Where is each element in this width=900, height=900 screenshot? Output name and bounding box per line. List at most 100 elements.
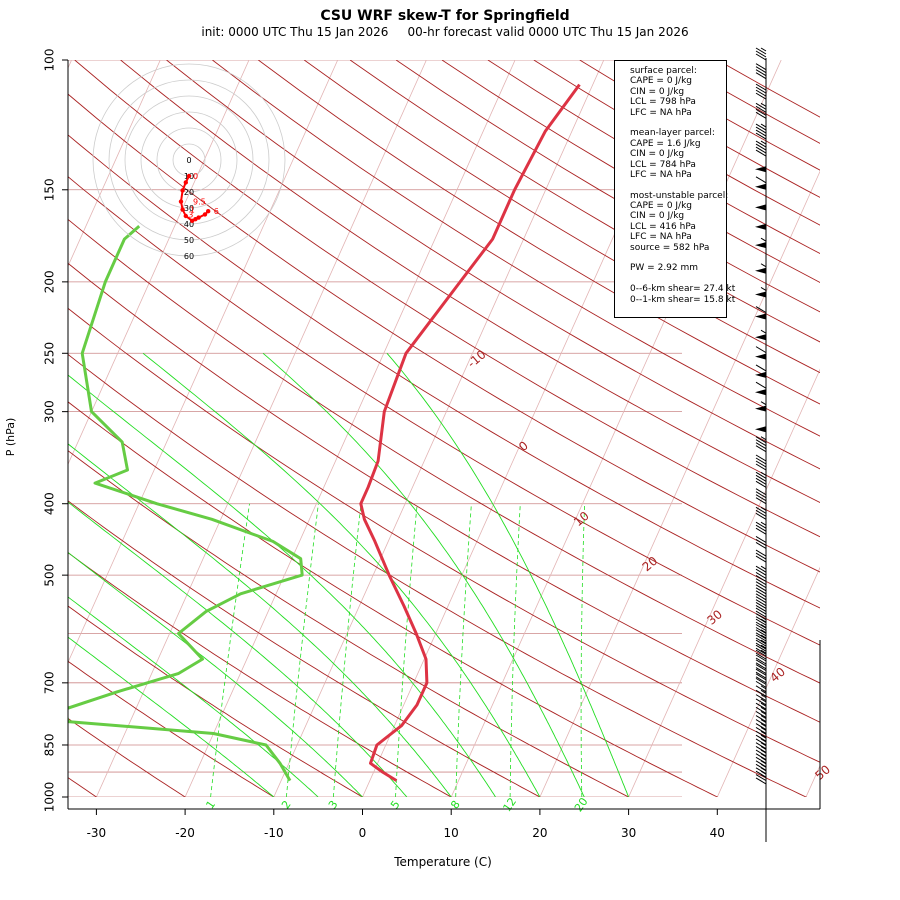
wind-barb-full	[755, 565, 767, 573]
wind-barb-full	[755, 460, 767, 468]
hodograph-trace-label: 6	[214, 207, 219, 216]
wind-barb	[755, 749, 767, 757]
wind-barb-half	[760, 102, 767, 107]
wind-barb-half	[760, 140, 767, 145]
wind-barb	[755, 601, 767, 612]
y-tick-label: 850	[43, 734, 57, 757]
wind-barb-full	[755, 471, 767, 479]
wind-barb	[755, 711, 767, 718]
dry-adiabat	[68, 176, 820, 646]
wind-barb	[755, 730, 767, 738]
isotherm-line	[184, 60, 516, 797]
hodograph-point	[202, 212, 208, 217]
hodograph-trace-label: 3	[188, 210, 193, 219]
dry-adiabat	[68, 500, 541, 797]
wind-barb-full	[755, 552, 767, 560]
hodograph-ring-label: 0	[186, 156, 191, 165]
isotherm-line	[628, 368, 820, 797]
wind-barb	[755, 176, 767, 190]
wind-barb-full	[755, 542, 767, 549]
wind-barb-full	[755, 83, 767, 91]
dry-adiabat	[68, 93, 820, 573]
wind-barb	[755, 565, 767, 576]
wind-barb	[755, 618, 767, 629]
wind-barb	[755, 521, 767, 535]
wind-barb	[755, 689, 767, 697]
wind-barb	[755, 715, 767, 722]
mixing-ratio-line	[286, 503, 319, 797]
wind-barb-full	[755, 50, 767, 58]
wind-barb	[755, 346, 767, 360]
x-tick-label: 40	[710, 826, 725, 840]
hodograph: 010203040506001369.5	[92, 63, 286, 261]
wind-barb	[755, 506, 767, 520]
wind-barb	[755, 237, 767, 249]
mixing-ratio-line	[333, 503, 362, 797]
y-tick-label: 700	[43, 671, 57, 694]
wind-barb-full	[755, 454, 767, 462]
wind-barb-full	[755, 575, 767, 582]
wind-barb-half	[760, 237, 767, 242]
wind-barb-half	[760, 727, 767, 731]
x-tick-label: -20	[175, 826, 195, 840]
mixing-ratio-line	[395, 503, 418, 797]
wind-barb-half	[760, 639, 767, 644]
wind-barb	[755, 702, 767, 710]
moist-adiabat	[68, 443, 452, 797]
wind-barb-full	[755, 126, 767, 134]
wind-barb-full	[755, 439, 767, 447]
dry-adiabat	[68, 262, 820, 723]
wind-barb-full	[755, 652, 767, 660]
wind-barb	[755, 381, 767, 396]
wind-barb-full	[755, 457, 767, 465]
x-axis-label: Temperature (C)	[393, 855, 492, 869]
moist-adiabat	[68, 596, 319, 797]
wind-barb-half	[760, 565, 767, 570]
wind-barb	[755, 634, 767, 645]
dry-adiabat	[166, 60, 820, 470]
wind-barb-full	[755, 86, 767, 94]
wind-barb-full	[755, 621, 767, 629]
wind-barb-full	[755, 509, 767, 517]
wind-barb-pennant	[755, 405, 766, 412]
mixing-ratio-line	[455, 503, 472, 797]
wind-barb	[755, 753, 767, 761]
wind-barb-full	[755, 601, 767, 609]
wind-barb-full	[755, 123, 767, 131]
wind-barb-full	[755, 102, 767, 110]
isotherm-line	[539, 170, 820, 797]
wind-barb	[755, 659, 767, 670]
dry-adiabat	[68, 552, 453, 797]
wind-barb-half	[760, 521, 767, 526]
wind-barb-full	[755, 756, 767, 764]
wind-barbs	[755, 47, 767, 842]
wind-barb-full	[755, 506, 767, 514]
hodograph-ring	[124, 95, 254, 225]
wind-barb	[755, 664, 767, 674]
hodograph-point	[180, 188, 185, 193]
wind-barb-full	[755, 146, 767, 154]
dry-adiabat	[258, 60, 820, 405]
wind-barb	[755, 694, 767, 702]
wind-barb-full	[755, 47, 767, 55]
stats-line: CIN = 0 J/kg	[630, 86, 685, 97]
wind-barb-full	[755, 738, 767, 746]
stats-line	[630, 274, 726, 284]
wind-barb-pennant	[755, 242, 766, 249]
x-tick-label: 20	[532, 826, 547, 840]
wind-barb	[755, 140, 767, 157]
dry-adiabat	[68, 218, 820, 684]
hodograph-ring	[156, 127, 222, 193]
wind-barb	[755, 745, 767, 753]
wind-barb-full	[755, 581, 767, 589]
dry-adiabat	[68, 717, 186, 797]
wind-barb-full	[755, 706, 767, 714]
y-tick-label: 500	[43, 564, 57, 587]
y-tick-label: 250	[43, 342, 57, 365]
wind-barb	[755, 471, 767, 488]
hodograph-point	[183, 213, 188, 219]
wind-barb-full	[755, 346, 767, 354]
moist-adiabat	[262, 352, 585, 797]
wind-barb-half	[760, 742, 767, 747]
stats-line: LFC = NA hPa	[630, 107, 692, 118]
